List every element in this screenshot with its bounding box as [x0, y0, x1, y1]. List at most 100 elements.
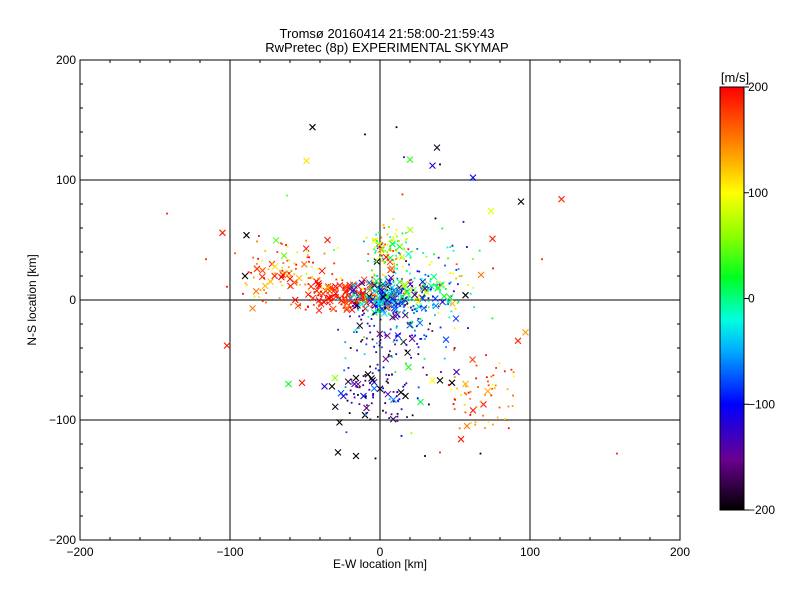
data-point-dot	[356, 302, 359, 304]
data-point-dot	[392, 218, 395, 220]
data-point-dot	[349, 306, 352, 308]
data-point-dot	[374, 237, 377, 240]
data-point-dot	[373, 273, 376, 275]
data-point-dot	[405, 362, 407, 365]
data-point-dot	[349, 315, 351, 318]
data-point-dot	[392, 391, 395, 393]
data-point-dot	[364, 301, 367, 304]
data-point-dot	[288, 259, 291, 262]
data-point-dot	[305, 239, 308, 242]
data-point-dot	[393, 271, 395, 274]
data-point-cross	[343, 306, 351, 313]
data-point-dot	[383, 391, 386, 394]
data-point-dot	[373, 246, 376, 248]
data-point-dot	[397, 240, 400, 242]
data-point-dot	[402, 265, 404, 268]
data-point-cross	[371, 237, 379, 245]
data-point-cross	[386, 258, 394, 266]
data-point-dot	[341, 392, 344, 395]
data-point-dot	[396, 391, 399, 394]
data-point-dot	[295, 267, 297, 270]
data-point-cross	[406, 156, 414, 163]
data-point-dot	[416, 343, 419, 345]
data-point-dot	[432, 295, 434, 298]
data-point-dot	[345, 296, 348, 299]
data-point-dot	[363, 312, 365, 315]
data-point-dot	[376, 296, 379, 299]
data-point-dot	[401, 232, 404, 235]
data-point-dot	[293, 273, 296, 276]
data-point-dot	[358, 303, 360, 306]
data-point-dot	[425, 335, 428, 338]
data-point-dot	[398, 398, 401, 401]
data-point-dot	[370, 402, 373, 405]
data-point-dot	[286, 194, 288, 197]
data-point-dot	[360, 292, 362, 295]
data-point-dot	[440, 286, 443, 288]
data-point-dot	[379, 252, 382, 255]
data-point-dot	[353, 393, 355, 395]
chart-title: Tromsø 20160414 21:58:00-21:59:43	[280, 26, 495, 41]
data-point-dot	[263, 277, 266, 280]
data-point-dot	[379, 291, 381, 294]
data-point-dot	[452, 249, 455, 252]
data-point-dot	[400, 408, 403, 411]
data-point-dot	[541, 258, 543, 261]
data-point-dot	[415, 290, 417, 293]
data-point-dot	[378, 344, 381, 347]
data-point-dot	[424, 310, 427, 312]
data-point-dot	[487, 421, 490, 424]
data-point-dot	[390, 239, 392, 242]
data-point-dot	[378, 231, 380, 234]
data-point-dot	[282, 276, 285, 279]
data-point-dot	[358, 315, 361, 318]
data-point-dot	[469, 292, 472, 295]
data-point-dot	[377, 298, 379, 300]
data-point-dot	[445, 346, 447, 348]
data-point-dot	[417, 305, 420, 307]
data-point-cross	[439, 298, 446, 306]
data-point-dot	[369, 418, 372, 421]
data-point-cross	[375, 299, 382, 306]
data-point-dot	[405, 260, 407, 263]
data-point-dot	[312, 303, 315, 306]
data-point-dot	[379, 339, 382, 341]
data-point-dot	[394, 272, 397, 275]
data-point-dot	[371, 280, 374, 282]
data-point-dot	[455, 269, 458, 271]
data-point-dot	[367, 252, 370, 255]
data-point-cross	[390, 396, 397, 403]
data-point-dot	[363, 290, 366, 293]
data-point-dot	[446, 246, 449, 249]
data-point-dot	[436, 283, 439, 286]
data-point-dot	[369, 365, 371, 368]
data-point-dot	[397, 311, 400, 314]
data-point-dot	[342, 307, 345, 309]
chart-subtitle: RwPretec (8p) EXPERIMENTAL SKYMAP	[265, 40, 508, 55]
data-point-dot	[425, 374, 428, 376]
data-point-dot	[389, 328, 392, 331]
data-point-dot	[317, 268, 319, 270]
data-point-dot	[344, 341, 347, 344]
data-point-dot	[393, 306, 395, 309]
data-point-dot	[391, 356, 394, 359]
data-point-dot	[398, 252, 401, 255]
data-point-dot	[389, 249, 392, 252]
data-point-dot	[333, 262, 336, 265]
data-point-dot	[381, 247, 384, 250]
data-point-dot	[429, 278, 432, 281]
data-point-dot	[379, 342, 382, 345]
data-point-dot	[383, 226, 386, 229]
data-point-dot	[376, 275, 379, 277]
data-point-cross	[436, 377, 444, 384]
data-point-dot	[380, 259, 383, 262]
data-point-dot	[402, 311, 404, 314]
data-point-dot	[406, 302, 409, 305]
data-point-dot	[384, 334, 387, 337]
data-point-cross	[384, 304, 392, 311]
data-point-cross	[294, 302, 302, 310]
data-point-dot	[330, 286, 333, 289]
data-point-dot	[381, 273, 384, 276]
data-point-dot	[282, 262, 285, 264]
data-point-dot	[329, 308, 332, 310]
